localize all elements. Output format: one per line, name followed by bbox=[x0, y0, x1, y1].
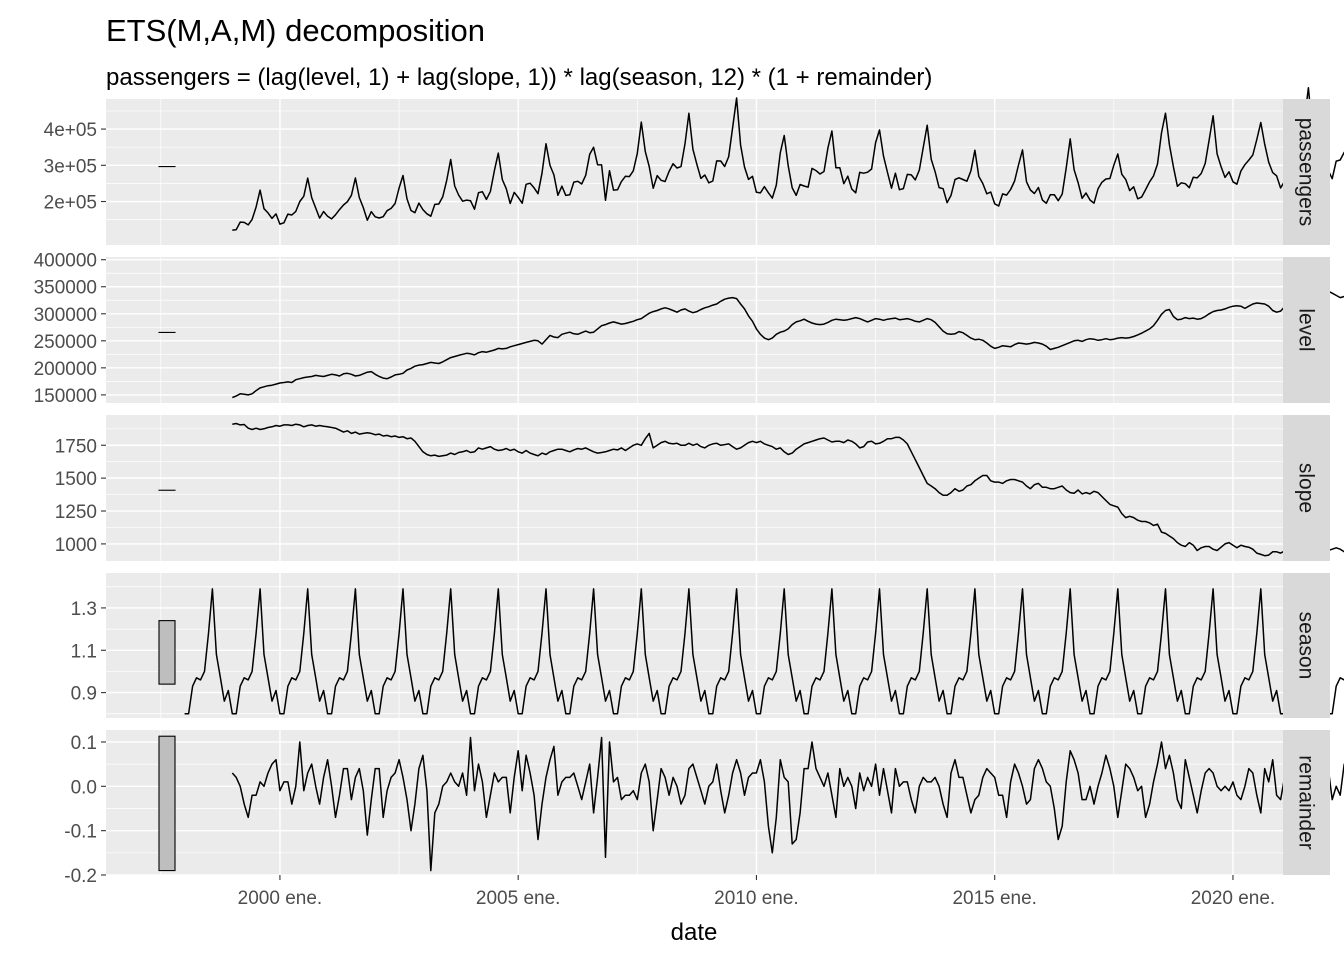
strip-background bbox=[1283, 415, 1330, 561]
y-tick-label: 150000 bbox=[34, 386, 97, 407]
strip-background bbox=[1283, 730, 1330, 875]
y-tick-label: -0.2 bbox=[64, 866, 97, 887]
panel-remainder: -0.2 -0.1 0.0 0.1 remainder bbox=[64, 730, 1344, 887]
series-line-slope bbox=[232, 422, 1344, 557]
y-tick-label: 1250 bbox=[55, 502, 97, 523]
y-tick-label: 0.1 bbox=[71, 733, 97, 754]
y-tick-label: 1750 bbox=[55, 436, 97, 457]
x-tick-label: 2010 ene. bbox=[714, 888, 799, 909]
series-line-remainder bbox=[231, 736, 1344, 872]
panel-background bbox=[106, 730, 1283, 875]
panel-background bbox=[106, 573, 1283, 718]
series-line-season bbox=[184, 588, 1344, 715]
strip-label-passengers: passengers bbox=[1295, 118, 1318, 227]
y-tick-label: 400000 bbox=[34, 251, 97, 272]
x-tick-label: 2005 ene. bbox=[476, 888, 561, 909]
strip-label-slope: slope bbox=[1295, 463, 1318, 513]
strip-label-remainder: remainder bbox=[1295, 755, 1318, 850]
panel-background bbox=[106, 99, 1283, 245]
x-tick-label: 2015 ene. bbox=[952, 888, 1037, 909]
x-tick-label: 2000 ene. bbox=[238, 888, 323, 909]
x-axis-label: date bbox=[671, 919, 718, 946]
y-tick-label: 2e+05 bbox=[44, 193, 97, 214]
y-tick-label: -0.1 bbox=[64, 822, 97, 843]
y-tick-label: 0.0 bbox=[71, 777, 97, 798]
y-tick-label: 350000 bbox=[34, 278, 97, 299]
panels: 2e+05 3e+05 4e+05 passengers 150000 200000 250… bbox=[34, 86, 1344, 887]
y-tick-label: 300000 bbox=[34, 305, 97, 326]
chart-title: ETS(M,A,M) decomposition bbox=[106, 13, 485, 48]
panel-slope: 1000 1250 1500 1750 slope bbox=[55, 415, 1344, 561]
panel-level: 150000 200000 250000 300000 350000 400000 leve… bbox=[34, 251, 1344, 407]
y-tick-label: 3e+05 bbox=[44, 156, 97, 177]
strip-background bbox=[1283, 99, 1330, 245]
x-tick-label: 2020 ene. bbox=[1191, 888, 1276, 909]
panel-background bbox=[106, 415, 1283, 561]
strip-background bbox=[1283, 573, 1330, 718]
scale-bar bbox=[158, 620, 176, 685]
panel-season: 0.9 1.1 1.3 season bbox=[71, 573, 1344, 718]
series-line-passengers bbox=[232, 86, 1344, 231]
y-tick-label: 1.1 bbox=[71, 641, 97, 662]
scale-bar bbox=[158, 735, 176, 872]
y-tick-label: 250000 bbox=[34, 332, 97, 353]
strip-label-season: season bbox=[1295, 612, 1318, 680]
y-tick-label: 1500 bbox=[55, 469, 97, 490]
y-tick-label: 4e+05 bbox=[44, 120, 97, 141]
y-tick-label: 1000 bbox=[55, 535, 97, 556]
strip-background bbox=[1283, 257, 1330, 403]
chart-subtitle: passengers = (lag(level, 1) + lag(slope,… bbox=[106, 64, 932, 91]
y-tick-label: 0.9 bbox=[71, 684, 97, 705]
series-line-level bbox=[232, 283, 1344, 399]
x-axis: 2000 ene. 2005 ene. 2010 ene. 2015 ene. 2020… bbox=[238, 875, 1276, 909]
y-tick-label: 1.3 bbox=[71, 599, 97, 620]
strip-label-level: level bbox=[1295, 308, 1318, 351]
panel-passengers: 2e+05 3e+05 4e+05 passengers bbox=[44, 86, 1344, 245]
y-tick-label: 200000 bbox=[34, 359, 97, 380]
